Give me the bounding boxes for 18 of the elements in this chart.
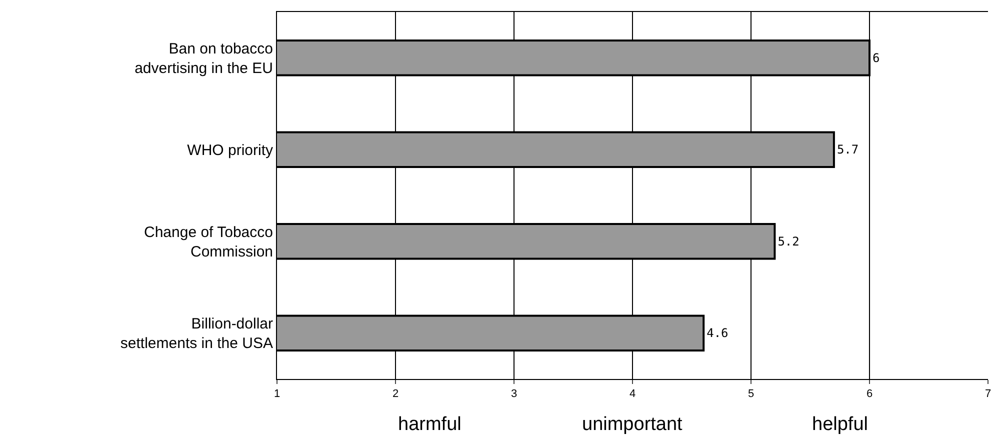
y-tick-label: Billion-dollar settlements in the USA bbox=[120, 316, 274, 352]
x-tick-label: 2 bbox=[392, 388, 399, 400]
data-label: 5.2 bbox=[778, 234, 800, 248]
x-tick-label: 5 bbox=[748, 388, 754, 400]
x-tick-label: 3 bbox=[510, 388, 518, 400]
x-tick-label: 7 bbox=[984, 388, 992, 400]
text: harmful bbox=[398, 414, 462, 435]
data-label: 4.6 bbox=[706, 326, 728, 340]
y-tick-label: Ban on tobacco advertising in the EU bbox=[134, 40, 273, 77]
x-tick-label: 1 bbox=[274, 388, 280, 400]
data-label: 5.7 bbox=[836, 142, 859, 157]
data-label: 6 bbox=[872, 50, 880, 65]
x-tick-label: 4 bbox=[629, 388, 636, 400]
text: unimportant bbox=[582, 414, 684, 435]
x-tick-label: 6 bbox=[866, 388, 873, 400]
y-tick-label: Change of Tobacco Commission bbox=[144, 224, 273, 260]
y-tick-label: WHO priority bbox=[187, 142, 274, 159]
text: helpful bbox=[812, 414, 868, 435]
